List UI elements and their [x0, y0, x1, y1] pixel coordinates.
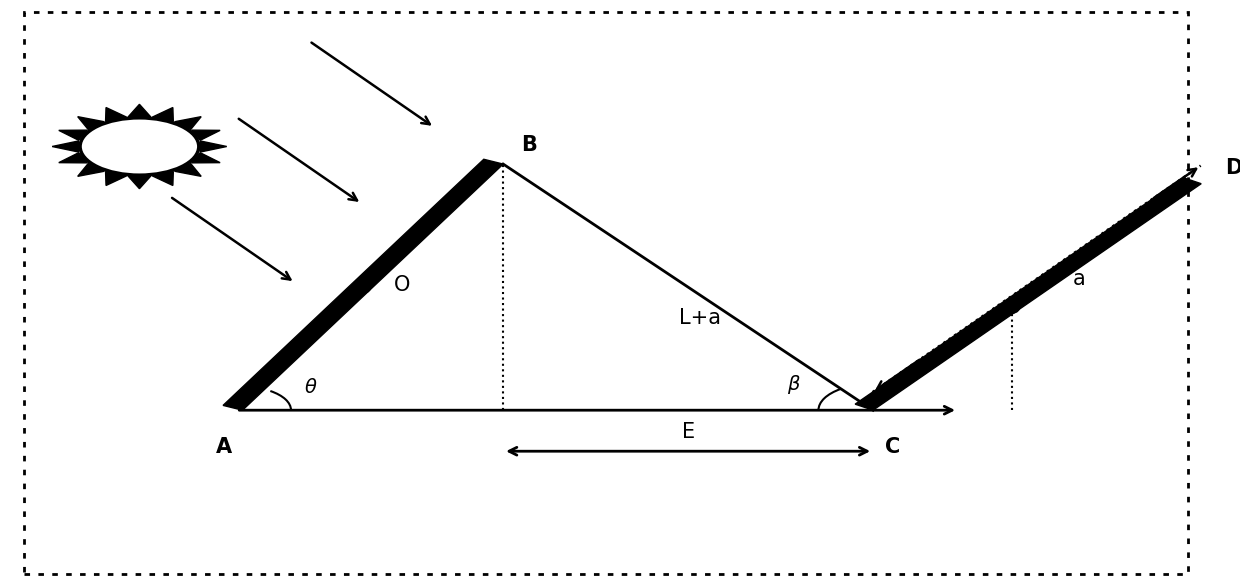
Text: E: E [682, 423, 694, 442]
Polygon shape [201, 141, 227, 152]
Polygon shape [128, 104, 151, 117]
Polygon shape [52, 141, 78, 152]
Text: C: C [885, 437, 900, 456]
Polygon shape [105, 107, 126, 121]
Text: A: A [216, 437, 232, 456]
Polygon shape [191, 153, 219, 163]
Text: O: O [393, 275, 410, 295]
Polygon shape [78, 163, 104, 176]
Polygon shape [128, 176, 151, 189]
Polygon shape [153, 107, 174, 121]
Text: $\theta$: $\theta$ [304, 379, 317, 397]
Text: D: D [1225, 158, 1240, 178]
Polygon shape [58, 153, 87, 163]
Text: L+a: L+a [680, 308, 722, 328]
Text: $\beta$: $\beta$ [787, 373, 801, 396]
Polygon shape [153, 172, 174, 186]
Polygon shape [175, 163, 201, 176]
Text: B: B [521, 135, 537, 155]
Polygon shape [78, 117, 104, 130]
Polygon shape [191, 130, 219, 140]
Polygon shape [856, 178, 1202, 410]
Polygon shape [223, 159, 503, 410]
Polygon shape [58, 130, 87, 140]
Text: a: a [1073, 269, 1086, 289]
Circle shape [81, 118, 198, 175]
Polygon shape [105, 172, 126, 186]
Polygon shape [175, 117, 201, 130]
